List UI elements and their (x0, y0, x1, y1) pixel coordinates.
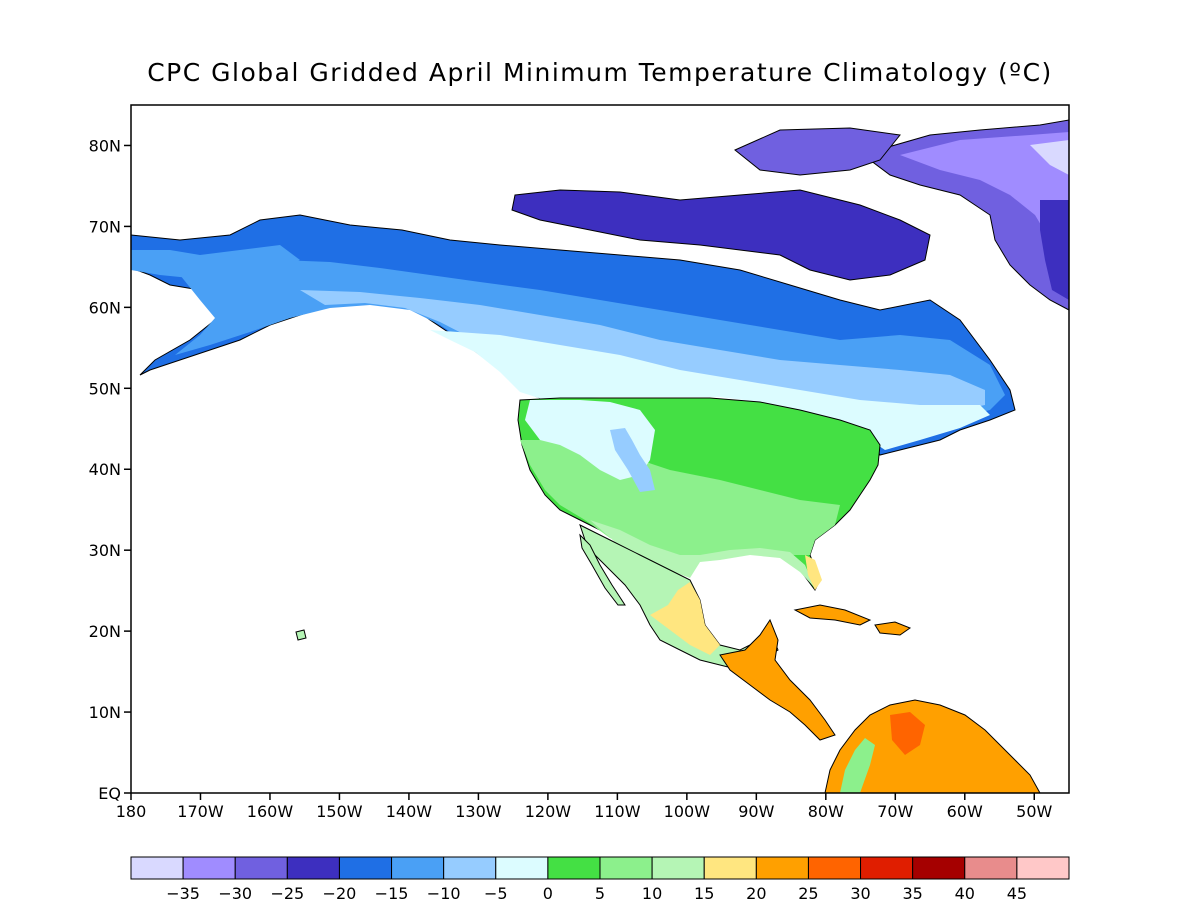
longitude-axis: 180 170W 160W 150W 140W 130W 120W 110W 100W 90W 80… (116, 793, 1053, 821)
colorbar-label: −10 (427, 884, 461, 900)
colorbar-label: 45 (1007, 884, 1027, 900)
colorbar-swatch (338, 856, 393, 880)
florida-warm (805, 555, 822, 590)
colorbar-label: −25 (270, 884, 304, 900)
temperature-map: 80N 70N 60N 50N 40N 30N 20N 10N EQ 180 170W 160W 15… (89, 104, 1070, 821)
colorbar-label: 30 (850, 884, 870, 900)
colorbar-swatch (703, 856, 757, 880)
colorbar-swatch (599, 856, 653, 880)
colorbar-label: −20 (323, 884, 357, 900)
lon-tick-label: 60W (947, 802, 983, 821)
cool-band (300, 290, 985, 420)
lat-tick-label: 30N (89, 541, 121, 560)
cuba-island (793, 604, 872, 626)
baja-peninsula (579, 533, 626, 606)
lat-tick-label: 50N (89, 379, 121, 398)
lat-tick-label: 20N (89, 622, 121, 641)
greenland-interior-cold (900, 132, 1069, 250)
lon-tick-label: 120W (525, 802, 572, 821)
colorbar-label: 20 (746, 884, 766, 900)
lon-tick-label: 130W (455, 802, 502, 821)
lon-tick-label: 70W (877, 802, 913, 821)
colorbar-swatch (182, 856, 236, 880)
central-america (719, 618, 836, 741)
south-america-landmass (824, 699, 1041, 793)
greenland-coast-mild (1040, 200, 1069, 300)
colorbar-swatch (495, 856, 549, 880)
lat-tick-label: 70N (89, 217, 121, 236)
colorbar-swatch (912, 856, 966, 880)
map-title: CPC Global Gridded April Minimum Tempera… (147, 58, 1053, 87)
colorbar-swatch (391, 856, 445, 880)
colorbar-label: 10 (642, 884, 662, 900)
hawaii-islands (295, 629, 307, 641)
colorbar-swatch (807, 856, 862, 880)
colorbar-swatch (234, 856, 288, 880)
colorbar-label: −15 (375, 884, 409, 900)
colorbar-swatch (443, 856, 497, 880)
colorbar-label: 0 (543, 884, 553, 900)
lon-tick-label: 90W (738, 802, 774, 821)
rockies-coldest (610, 428, 655, 492)
baffin-ellesmere (511, 189, 931, 281)
lat-tick-label: 40N (89, 460, 121, 479)
colorbar-label: 40 (955, 884, 975, 900)
colorbar-label: −30 (218, 884, 252, 900)
colorbar-swatch (860, 856, 914, 880)
andes-cool (840, 738, 875, 793)
western-us-mild (520, 440, 840, 575)
southern-us-warm (590, 520, 815, 588)
lat-tick-label: EQ (98, 784, 121, 803)
colorbar-swatch (130, 856, 184, 880)
venezuela-hot (890, 712, 925, 755)
lon-tick-label: 110W (594, 802, 641, 821)
near-freezing-band (430, 330, 990, 450)
arctic-islands (734, 127, 901, 176)
greenland-summit-coldest (1030, 140, 1069, 175)
lat-tick-label: 60N (89, 298, 121, 317)
colorbar-label: 35 (902, 884, 922, 900)
colorbar-swatch (286, 856, 340, 880)
lon-tick-label: 160W (247, 802, 294, 821)
colorbar-label: 5 (595, 884, 605, 900)
latitude-axis: 80N 70N 60N 50N 40N 30N 20N 10N EQ (89, 136, 131, 803)
lon-tick-label: 150W (316, 802, 363, 821)
colorbar-swatch (964, 856, 1018, 880)
lat-tick-label: 80N (89, 136, 121, 155)
lon-tick-label: 170W (177, 802, 224, 821)
lat-tick-label: 10N (89, 703, 121, 722)
alaska-interior (131, 245, 300, 280)
colorbar-swatch (1016, 856, 1070, 880)
lon-tick-label: 80W (808, 802, 844, 821)
lon-tick-label: 100W (664, 802, 711, 821)
lon-tick-label: 140W (386, 802, 433, 821)
hispaniola-island (874, 621, 912, 636)
lon-tick-label: 180 (116, 802, 147, 821)
colorbar-swatch (651, 856, 705, 880)
colorbar-label: 15 (694, 884, 714, 900)
colorbar-swatch (547, 856, 601, 880)
lon-tick-label: 50W (1016, 802, 1052, 821)
mexico-coast-warm (650, 582, 720, 655)
colorbar-label: 25 (798, 884, 818, 900)
colorbar-swatch (755, 856, 809, 880)
map-frame (130, 104, 1070, 794)
colorbar-label: −5 (484, 884, 508, 900)
colorbar-label: −35 (166, 884, 200, 900)
